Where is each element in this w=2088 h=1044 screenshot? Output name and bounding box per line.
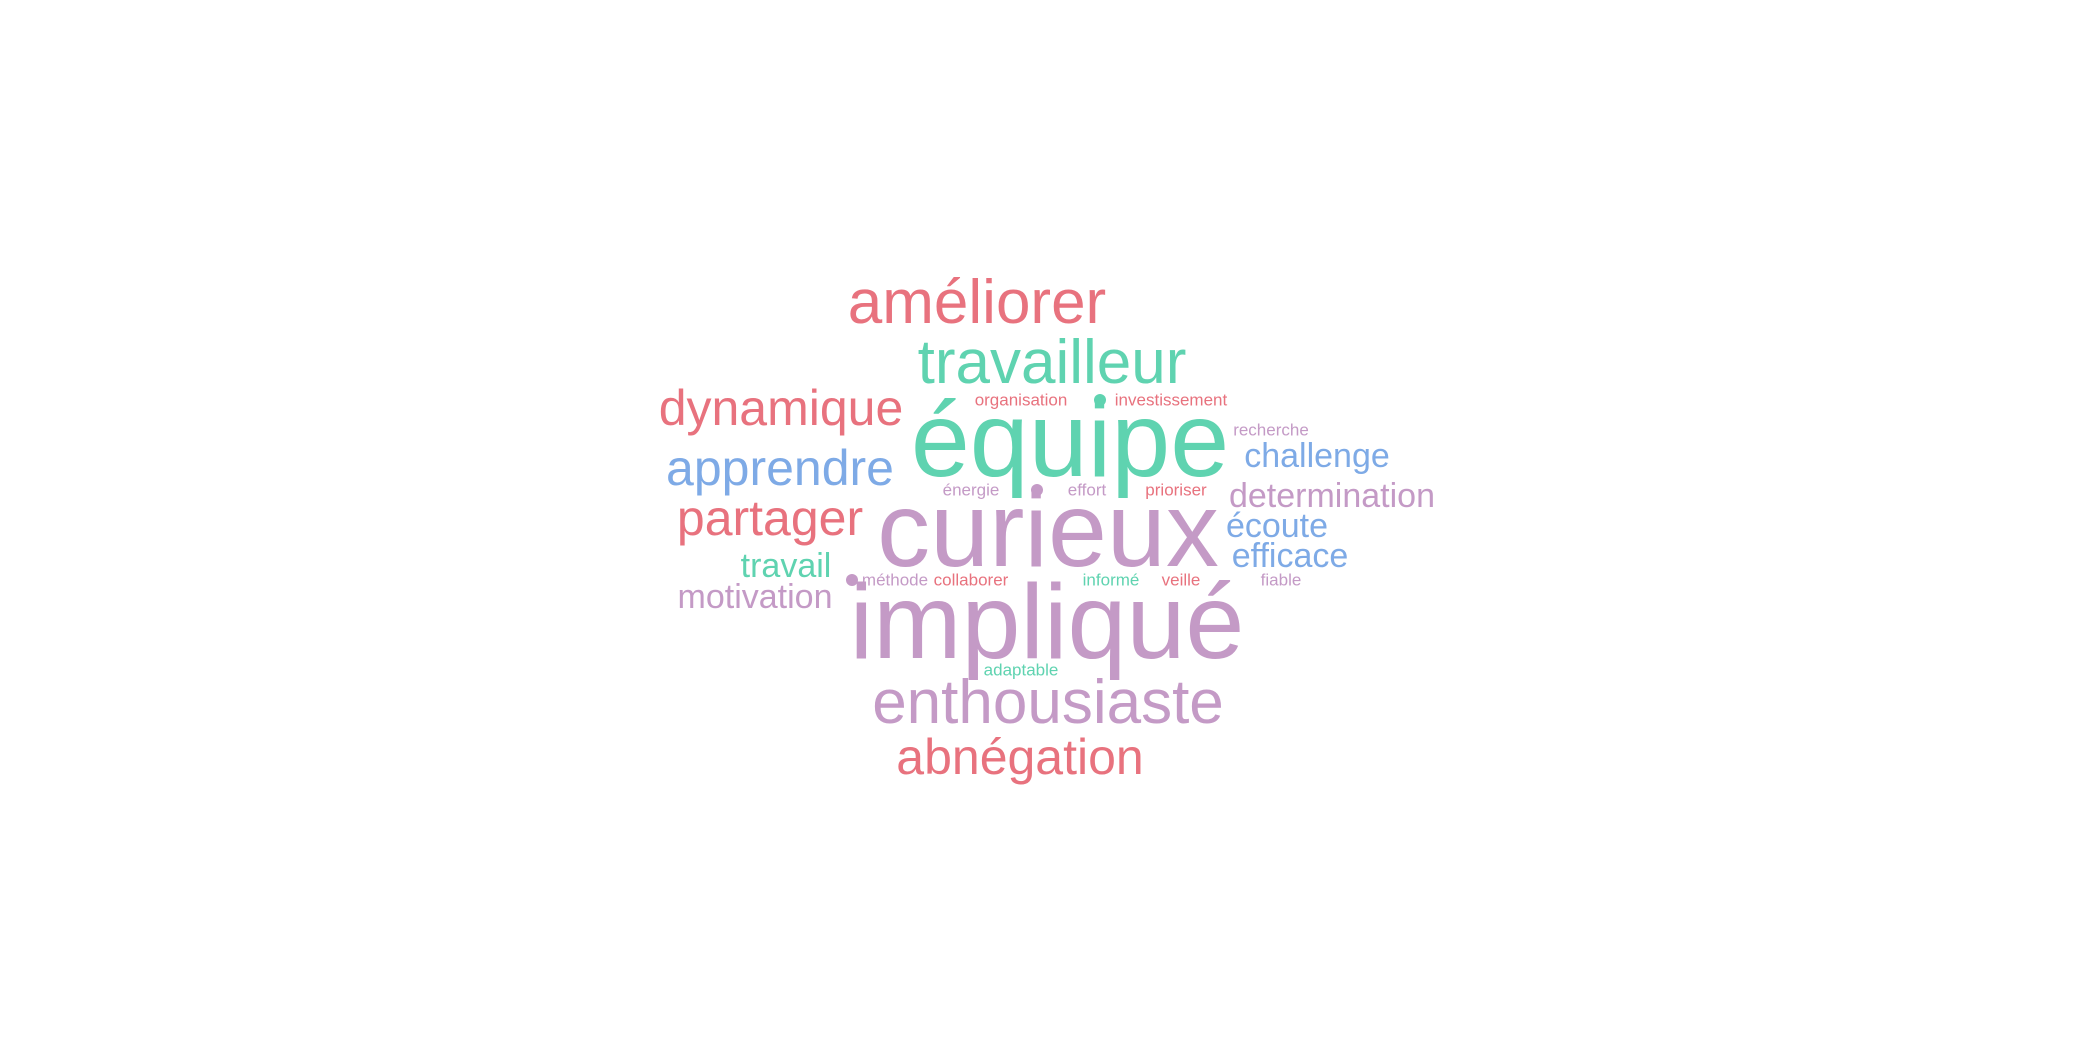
- word-motivation: motivation: [677, 578, 833, 616]
- word-partager: partager: [676, 490, 864, 546]
- word-energie: énergie: [942, 480, 1000, 500]
- word-veille: veille: [1161, 570, 1201, 590]
- word-effort: effort: [1067, 480, 1107, 500]
- word-organisation: organisation: [974, 390, 1068, 410]
- word-abnegation: abnégation: [896, 729, 1144, 785]
- word-challenge: challenge: [1244, 437, 1390, 475]
- word-efficace: efficace: [1231, 537, 1349, 575]
- word-determination: determination: [1228, 477, 1436, 515]
- word-ameliorer: améliorer: [847, 268, 1107, 337]
- dot-marker: [1031, 484, 1043, 496]
- word-travail: travail: [740, 547, 832, 585]
- dot-marker: [1094, 394, 1106, 406]
- word-dynamique: dynamique: [658, 380, 904, 436]
- word-methode: méthode: [861, 570, 929, 590]
- word-investissement: investissement: [1114, 390, 1228, 410]
- word-implique: impliqué: [849, 563, 1245, 681]
- word-curieux: curieux: [877, 471, 1219, 589]
- word-fiable: fiable: [1260, 570, 1302, 590]
- word-adaptable: adaptable: [983, 660, 1059, 680]
- word-equipe: équipe: [910, 381, 1230, 499]
- word-enthousiaste: enthousiaste: [872, 668, 1224, 737]
- word-collaborer: collaborer: [933, 570, 1009, 590]
- word-recherche: recherche: [1233, 420, 1309, 440]
- word-travailleur: travailleur: [917, 328, 1187, 397]
- dot-marker: [846, 574, 858, 586]
- word-informe: informé: [1082, 570, 1140, 590]
- word-ecoute: écoute: [1225, 507, 1329, 545]
- word-prioriser: prioriser: [1145, 480, 1207, 500]
- word-apprendre: apprendre: [666, 440, 894, 496]
